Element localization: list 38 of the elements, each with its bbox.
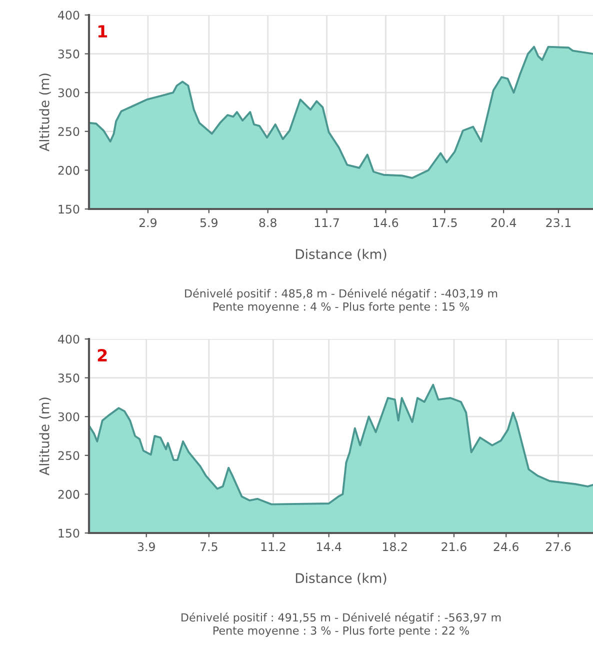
y-tick-label: 200 bbox=[58, 490, 80, 499]
text: Pente moyenne : 3 % - Plus forte pente : 22 % bbox=[213, 626, 469, 637]
annotation: 1 bbox=[98, 25, 108, 38]
text: Dénivelé positif : 491,55 m - Dénivelé négatif : -563,97 m bbox=[182, 612, 501, 624]
x-tick-label: 5.9 bbox=[200, 218, 218, 228]
x-tick-label: 3.9 bbox=[138, 542, 155, 552]
y-axis-title: Altitude (m) bbox=[39, 398, 51, 476]
y-tick-label: 250 bbox=[58, 127, 80, 136]
text: Dénivelé positif : 485,8 m - Dénivelé négatif : -403,19 m bbox=[185, 288, 498, 300]
x-tick-label: 11.7 bbox=[314, 218, 339, 227]
y-tick-label: 400 bbox=[58, 10, 80, 20]
x-axis-title: Distance (km) bbox=[296, 572, 386, 585]
x-tick-label: 7.5 bbox=[200, 542, 218, 552]
x-tick-label: 20.4 bbox=[491, 218, 516, 228]
y-tick-label: 350 bbox=[58, 50, 80, 58]
y-tick-label: 150 bbox=[58, 204, 80, 214]
annotation: 2 bbox=[98, 348, 107, 362]
x-tick-label: 27.6 bbox=[546, 542, 571, 552]
y-tick-label: 300 bbox=[58, 412, 80, 422]
x-tick-label: 2.9 bbox=[139, 218, 156, 228]
y-tick-label: 200 bbox=[58, 166, 80, 175]
x-tick-label: 24.6 bbox=[494, 542, 519, 552]
y-axis-title: Altitude (m) bbox=[39, 74, 51, 152]
y-tick-label: 350 bbox=[58, 374, 80, 382]
x-tick-label: 14.4 bbox=[316, 542, 342, 551]
x-tick-label: 8.8 bbox=[259, 218, 276, 228]
x-tick-label: 18.2 bbox=[383, 542, 407, 552]
x-tick-label: 23.1 bbox=[546, 218, 571, 228]
text: Pente moyenne : 4 % - Plus forte pente : 15 % bbox=[213, 302, 469, 313]
x-tick-label: 11.2 bbox=[261, 542, 286, 551]
x-tick-label: 14.6 bbox=[374, 218, 398, 228]
x-axis-title: Distance (km) bbox=[296, 248, 386, 261]
y-tick-label: 400 bbox=[58, 334, 80, 344]
x-tick-label: 17.5 bbox=[432, 218, 457, 228]
x-tick-label: 21.6 bbox=[442, 542, 466, 552]
y-tick-label: 150 bbox=[58, 528, 80, 538]
y-tick-label: 250 bbox=[58, 451, 80, 460]
y-tick-label: 300 bbox=[58, 88, 80, 98]
